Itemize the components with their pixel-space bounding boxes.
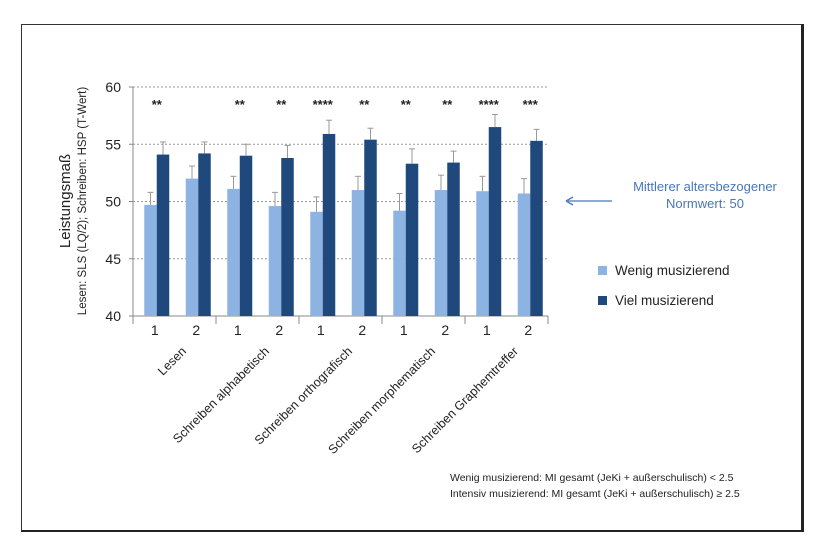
x-subcategory-label: 1 bbox=[151, 322, 159, 338]
x-subcategory-label: 2 bbox=[275, 322, 283, 338]
y-tick-label: 50 bbox=[105, 194, 121, 210]
legend-item-viel: Viel musizierend bbox=[598, 293, 714, 308]
bar bbox=[488, 127, 502, 316]
x-subcategory-label: 1 bbox=[400, 322, 408, 338]
footnote-intensiv: Intensiv musizierend: MI gesamt (JeKi + … bbox=[450, 488, 740, 500]
y-tick-label: 55 bbox=[105, 136, 121, 152]
x-subcategory-label: 2 bbox=[192, 322, 200, 338]
bar bbox=[198, 153, 211, 316]
significance-label: *** bbox=[523, 97, 539, 112]
bar bbox=[144, 204, 157, 316]
group-label: Schreiben alphabetisch bbox=[170, 344, 272, 446]
bar bbox=[476, 191, 489, 316]
bar bbox=[434, 190, 448, 316]
x-subcategory-label: 1 bbox=[317, 322, 325, 338]
norm-annotation: Mittlerer altersbezogener Normwert: 50 bbox=[600, 178, 810, 212]
significance-label: ** bbox=[359, 97, 370, 112]
y-tick-label: 60 bbox=[105, 79, 121, 95]
bar bbox=[364, 139, 377, 316]
footnote-wenig: Wenig musizierend: MI gesamt (JeKi + auß… bbox=[450, 472, 734, 484]
bar bbox=[405, 163, 419, 316]
legend-item-wenig: Wenig musizierend bbox=[598, 263, 730, 278]
bar bbox=[281, 157, 294, 316]
bar bbox=[517, 193, 531, 316]
x-subcategory-label: 2 bbox=[524, 322, 532, 338]
x-subcategory-label: 2 bbox=[441, 322, 449, 338]
significance-label: ** bbox=[401, 97, 412, 112]
figure-border bbox=[21, 24, 804, 532]
x-subcategory-label: 1 bbox=[234, 322, 242, 338]
bar bbox=[227, 188, 240, 316]
annotation-line2: Normwert: 50 bbox=[665, 196, 745, 211]
x-subcategory-label: 1 bbox=[483, 322, 491, 338]
legend-swatch bbox=[598, 266, 607, 275]
legend-label: Viel musizierend bbox=[615, 293, 714, 308]
significance-label: ** bbox=[442, 97, 453, 112]
arrow-left-icon bbox=[565, 196, 574, 206]
significance-label: ** bbox=[276, 97, 287, 112]
legend-label: Wenig musizierend bbox=[615, 263, 730, 278]
bar bbox=[239, 155, 253, 316]
y-axis-title: Leistungsmaß bbox=[57, 154, 74, 248]
bar bbox=[322, 133, 336, 316]
bar bbox=[530, 140, 543, 316]
bar bbox=[310, 211, 323, 316]
y-tick-label: 45 bbox=[105, 251, 121, 267]
significance-label: **** bbox=[313, 97, 334, 112]
bar bbox=[156, 154, 170, 316]
x-subcategory-label: 2 bbox=[358, 322, 366, 338]
annotation-line1: Mittlerer altersbezogener bbox=[633, 179, 777, 194]
bar bbox=[185, 178, 199, 316]
significance-label: ** bbox=[235, 97, 246, 112]
bar bbox=[268, 206, 282, 316]
y-axis-subtitle: Lesen: SLS (LQ/2); Schreiben: HSP (T-Wer… bbox=[77, 87, 89, 316]
bar bbox=[351, 190, 365, 316]
group-label: Lesen bbox=[155, 344, 189, 378]
bar bbox=[447, 162, 460, 316]
significance-label: **** bbox=[479, 97, 500, 112]
y-tick-label: 40 bbox=[105, 308, 121, 324]
significance-label: ** bbox=[152, 97, 163, 112]
bar bbox=[393, 210, 406, 316]
legend-swatch bbox=[598, 296, 607, 305]
